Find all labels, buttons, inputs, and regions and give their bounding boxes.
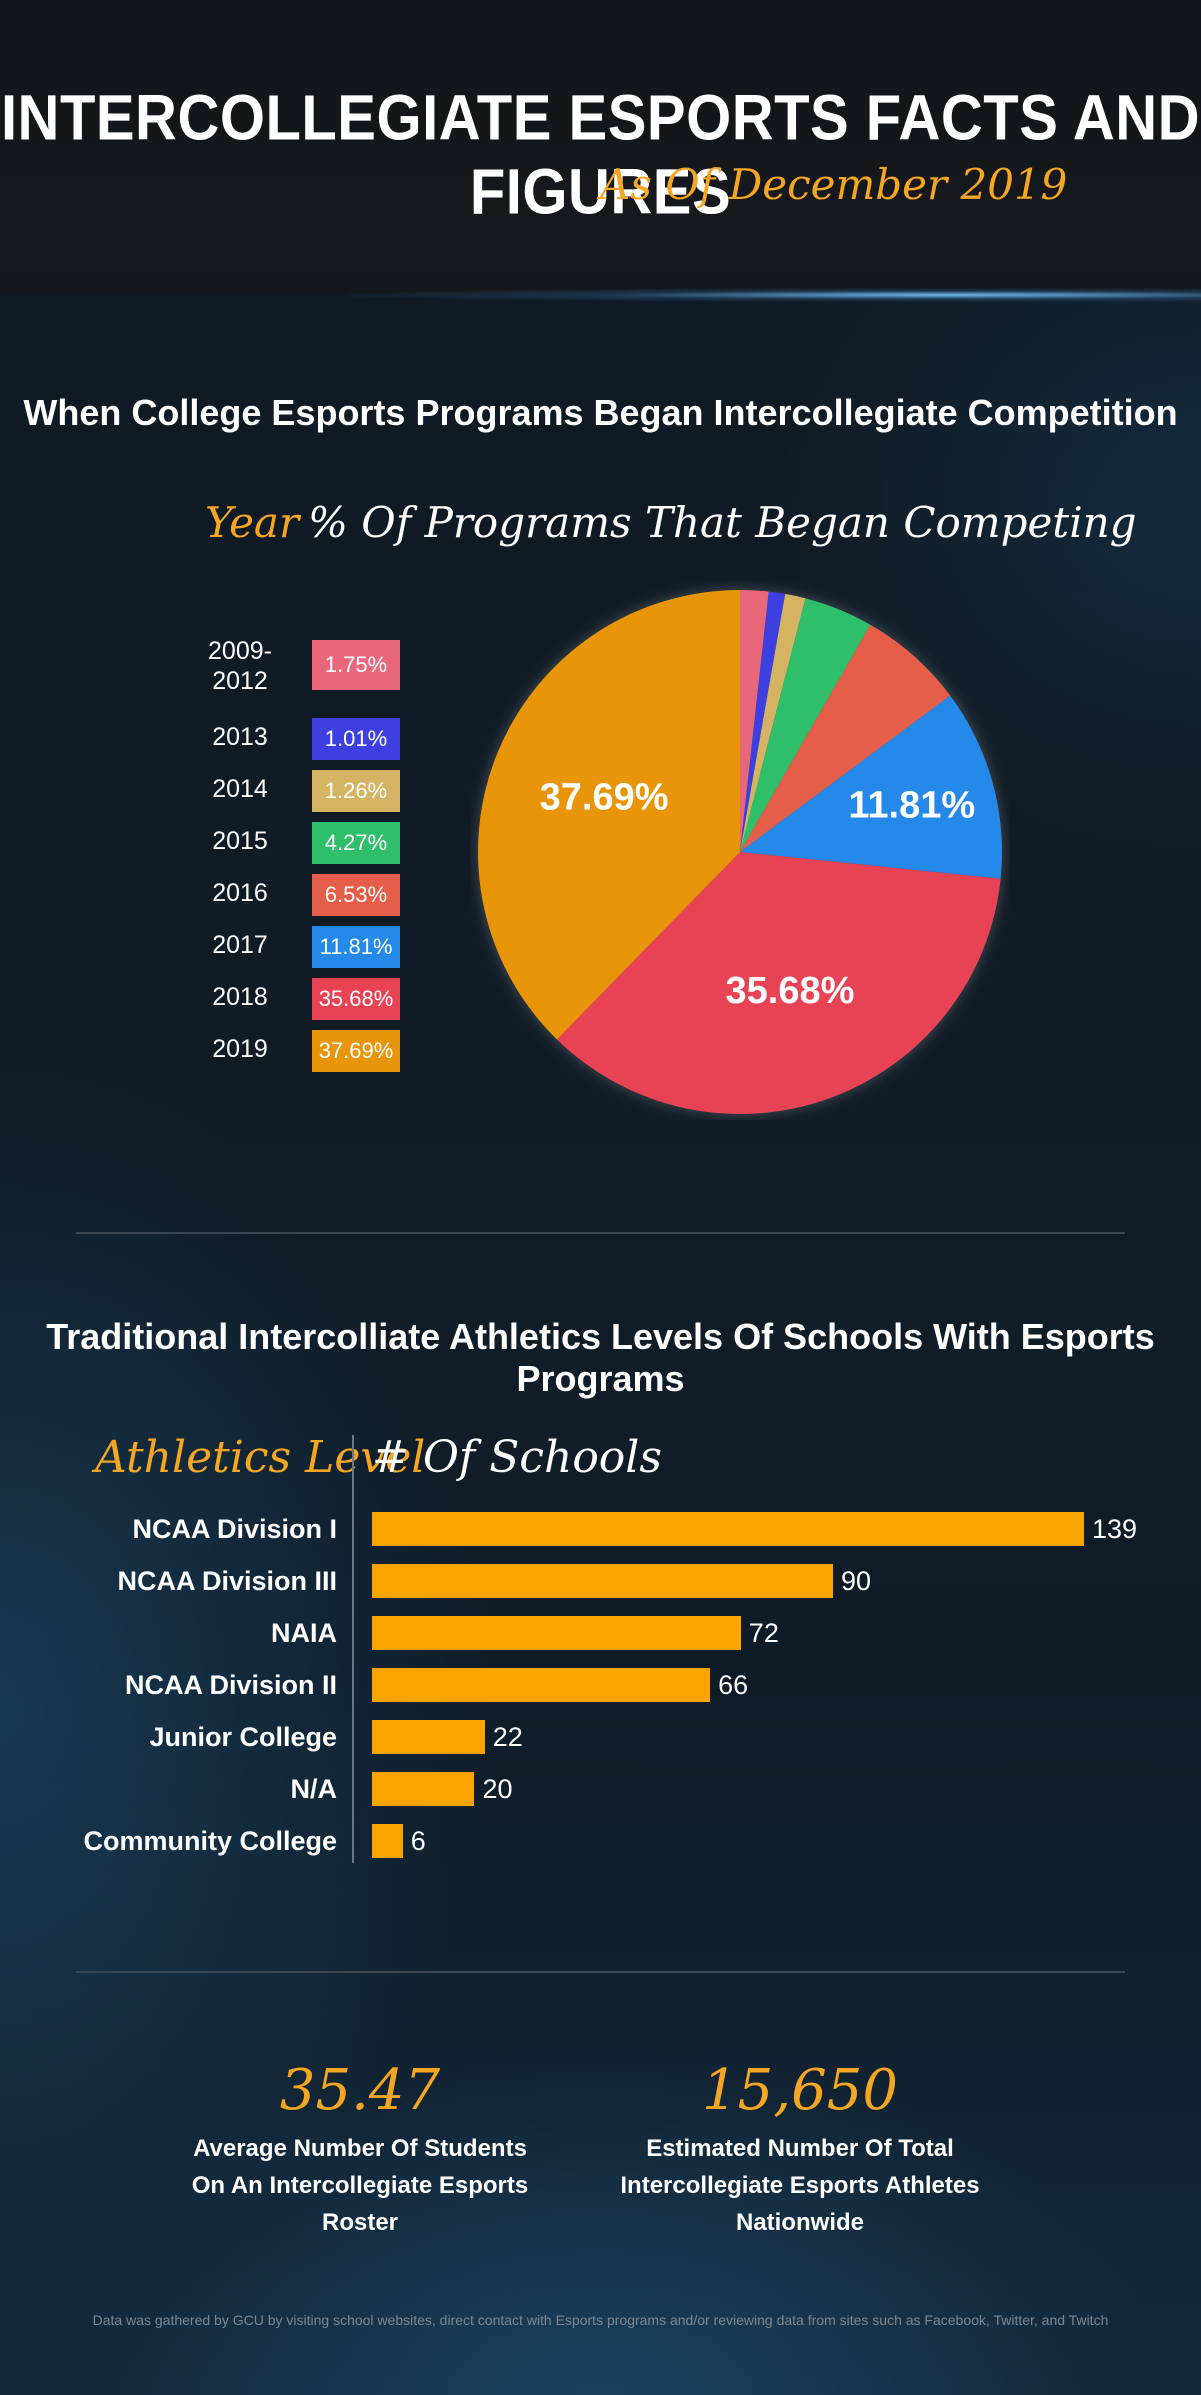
bar-value-label: 66 (718, 1670, 749, 1700)
pie-slice-label: 37.69% (540, 777, 669, 819)
pie-slice (478, 590, 740, 1040)
pie-slice-label: 11.81% (848, 785, 975, 827)
bar-count-heading: # Of Schools (372, 1432, 662, 1483)
section-divider-2 (76, 1971, 1125, 1973)
bar-category-label: NCAA Division I (132, 1514, 337, 1544)
legend-item: 2009- 2012 1.75% (200, 637, 410, 695)
bar-category-label: NCAA Division III (117, 1566, 337, 1596)
pie-slice-label: 35.68% (726, 970, 855, 1012)
legend-item: 2016 6.53% (200, 872, 410, 918)
bar-value-label: 22 (492, 1722, 523, 1752)
legend-value-swatch: 1.01% (312, 718, 400, 760)
header-glow (350, 288, 1201, 302)
bar-value-label: 20 (482, 1774, 513, 1804)
legend-value-swatch: 6.53% (312, 874, 400, 916)
bar-category-label: N/A (290, 1774, 338, 1804)
legend-year-label: 2009- 2012 (208, 637, 272, 695)
bar-category-label: NAIA (271, 1618, 337, 1648)
pie-slice (740, 598, 871, 852)
bar-section-title: Traditional Intercolliate Athletics Leve… (46, 1316, 1155, 1399)
bar-level-heading: Athletics Level (95, 1432, 426, 1483)
bar-value-label: 139 (1092, 1514, 1138, 1544)
legend-year-label: 2016 (212, 879, 268, 907)
stat-roster-value: 35.47 (279, 2058, 441, 2123)
legend-item: 2014 1.26% (200, 768, 410, 814)
pie-slice (740, 590, 769, 852)
legend-year-label: 2017 (212, 931, 268, 959)
bar-category-label: Community College (83, 1826, 337, 1856)
legend-value-swatch: 37.69% (312, 1030, 400, 1072)
legend-item: 2013 1.01% (200, 716, 410, 762)
bar (372, 1512, 1084, 1546)
section-divider-1 (76, 1232, 1125, 1234)
legend-year-label: 2018 (212, 983, 268, 1011)
legend-item: 2015 4.27% (200, 820, 410, 866)
bar (372, 1824, 403, 1858)
bar (372, 1564, 833, 1598)
footnote: Data was gathered by GCU by visiting sch… (92, 2312, 1109, 2328)
legend-year-label: 2019 (212, 1035, 268, 1063)
stat-athletes-label-line1: Estimated Number Of Total (646, 2135, 954, 2162)
bar-category-label: NCAA Division II (124, 1670, 337, 1700)
bar (372, 1772, 475, 1806)
legend-item: 2019 37.69% (200, 1028, 410, 1074)
bar-value-label: 90 (841, 1566, 872, 1596)
stat-roster-label-line2: On An Intercollegiate Esports Roster (191, 2172, 529, 2236)
stat-athletes-label-line2: Intercollegiate Esports Athletes Nationw… (620, 2172, 980, 2236)
bar-value-label: 6 (410, 1826, 426, 1856)
legend-item: 2018 35.68% (200, 976, 410, 1022)
legend-value-swatch: 1.75% (312, 640, 400, 690)
pie-year-heading: Year (205, 498, 300, 547)
pie-slice (740, 593, 806, 852)
page-title: INTERCOLLEGIATE ESPORTS FACTS AND FIGURE… (0, 82, 1201, 228)
bar-axis-line (352, 1435, 354, 1863)
legend-value-swatch: 1.26% (312, 770, 400, 812)
page-subtitle: As Of December 2019 (600, 160, 1068, 209)
stat-roster-label: Average Number Of Students On An Interco… (170, 2130, 550, 2241)
stat-athletes-label: Estimated Number Of Total Intercollegiat… (575, 2130, 1025, 2241)
pie-chart: 11.81% 35.68% 37.69% (476, 588, 1004, 1116)
legend-item: 2017 11.81% (200, 924, 410, 970)
bar-value-label: 72 (748, 1618, 779, 1648)
legend-value-swatch: 11.81% (312, 926, 400, 968)
pie-slice (740, 695, 1002, 879)
legend-year-label: 2014 (212, 775, 268, 803)
bar (372, 1668, 711, 1702)
legend-year-label: 2013 (212, 723, 268, 751)
pie-section-title: When College Esports Programs Began Inte… (23, 392, 1178, 433)
legend-value-swatch: 35.68% (312, 978, 400, 1020)
pie-slice (740, 624, 951, 852)
stat-roster-label-line1: Average Number Of Students (193, 2135, 527, 2162)
bar (372, 1616, 741, 1650)
stat-athletes-value: 15,650 (702, 2058, 898, 2123)
bar-category-label: Junior College (149, 1722, 337, 1752)
pie-pct-heading: % Of Programs That Began Competing (308, 498, 1137, 547)
pie-slice (740, 591, 786, 852)
header-band (0, 0, 1201, 295)
bar (372, 1720, 485, 1754)
pie-slice (556, 852, 1001, 1114)
legend-year-label: 2015 (212, 827, 268, 855)
legend-value-swatch: 4.27% (312, 822, 400, 864)
